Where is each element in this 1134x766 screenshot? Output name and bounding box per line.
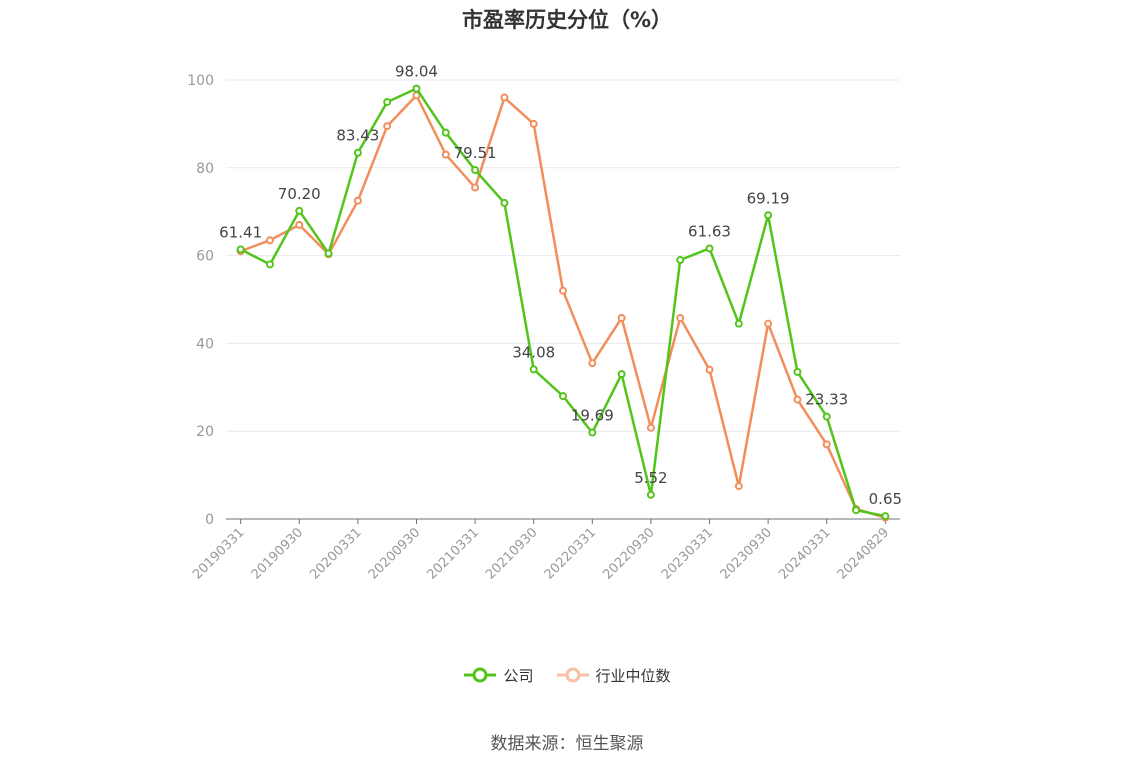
data-point — [852, 506, 861, 515]
axes: 0 20 40 60 80 100 20190331 20190930 20200331 2020… — [187, 73, 900, 583]
y-tick-label: 40 — [196, 336, 214, 352]
data-point — [471, 165, 480, 174]
data-point — [265, 236, 274, 245]
data-point — [646, 423, 655, 432]
x-tick-label: 20240829 — [835, 525, 892, 582]
x-tick-label: 20240331 — [776, 525, 833, 582]
y-tick-label: 80 — [196, 161, 214, 177]
data-point — [617, 370, 626, 379]
data-point — [881, 512, 890, 521]
data-point — [441, 128, 450, 137]
series-line — [240, 94, 886, 519]
data-point — [529, 119, 538, 128]
data-point — [822, 440, 831, 449]
data-point — [764, 211, 773, 220]
x-tick-label: 20230331 — [659, 525, 716, 582]
data-label: 23.33 — [805, 391, 848, 409]
data-point — [383, 97, 392, 106]
data-point — [412, 84, 421, 93]
x-tick-label: 20230930 — [718, 525, 775, 582]
y-tick-label: 100 — [187, 73, 214, 89]
data-point — [559, 286, 567, 295]
legend-industry-label: 行业中位数 — [595, 666, 671, 685]
data-point — [265, 260, 274, 269]
data-point — [822, 412, 831, 421]
chart-title: 市盈率历史分位（%） — [461, 8, 673, 32]
legend-company-label: 公司 — [503, 666, 534, 685]
series-lines — [236, 84, 890, 522]
legend-item-industry[interactable]: 行业中位数 — [556, 664, 671, 686]
data-point — [705, 244, 714, 253]
x-tick-label: 20190331 — [190, 525, 247, 582]
data-point — [793, 367, 802, 376]
x-tick-label: 20220331 — [542, 525, 599, 582]
data-point — [559, 392, 567, 401]
data-point — [617, 313, 626, 322]
data-label: 34.08 — [512, 343, 555, 361]
series-line — [240, 87, 886, 518]
y-tick-label: 60 — [196, 249, 214, 265]
x-tick-label: 20200930 — [366, 525, 423, 582]
data-point — [705, 365, 714, 374]
grid-lines — [226, 79, 900, 432]
legend: 公司 行业中位数 — [0, 664, 1134, 686]
data-label: 69.19 — [747, 189, 790, 207]
data-point — [646, 490, 655, 499]
x-tick-label: 20200331 — [307, 525, 364, 582]
data-label: 61.41 — [219, 223, 262, 241]
series-industry — [236, 91, 890, 522]
series-company — [236, 84, 890, 521]
x-tick-label: 20210930 — [483, 525, 540, 582]
y-tick-label: 20 — [196, 424, 214, 440]
data-point — [500, 198, 509, 207]
data-point — [295, 206, 304, 215]
x-tick-label: 20190930 — [249, 525, 306, 582]
data-point — [353, 148, 362, 157]
data-label: 83.43 — [336, 127, 379, 145]
data-point — [764, 319, 773, 328]
y-tick-label: 0 — [205, 512, 214, 528]
data-point — [588, 428, 597, 437]
data-label: 5.52 — [634, 469, 667, 487]
data-point — [676, 313, 685, 322]
data-point — [588, 359, 597, 368]
data-label: 19.69 — [571, 407, 614, 425]
data-point — [500, 93, 509, 102]
legend-industry-swatch-icon — [556, 667, 589, 683]
data-point — [295, 220, 304, 229]
data-label: 70.20 — [278, 185, 321, 203]
data-label: 98.04 — [395, 63, 438, 81]
data-point — [471, 183, 480, 192]
data-point — [793, 395, 802, 404]
data-label: 79.51 — [454, 144, 497, 162]
data-point — [676, 255, 685, 264]
data-point — [734, 319, 743, 328]
data-point — [236, 245, 245, 254]
legend-company-swatch-icon — [464, 667, 497, 683]
x-tick-label: 20220930 — [600, 525, 657, 582]
data-point — [441, 150, 450, 159]
data-point — [529, 365, 538, 374]
data-point — [353, 196, 362, 205]
data-labels: 61.41 70.20 83.43 98.04 79.51 34.08 19.69 5.52 6… — [219, 63, 902, 509]
x-tick-label: 20210331 — [425, 525, 482, 582]
data-point — [734, 482, 743, 491]
data-label: 61.63 — [688, 222, 731, 240]
data-point — [324, 249, 333, 258]
legend-item-company[interactable]: 公司 — [463, 664, 534, 686]
data-label: 0.65 — [869, 490, 902, 508]
source-note: 数据来源：恒生聚源 — [490, 734, 644, 754]
data-point — [383, 122, 392, 131]
